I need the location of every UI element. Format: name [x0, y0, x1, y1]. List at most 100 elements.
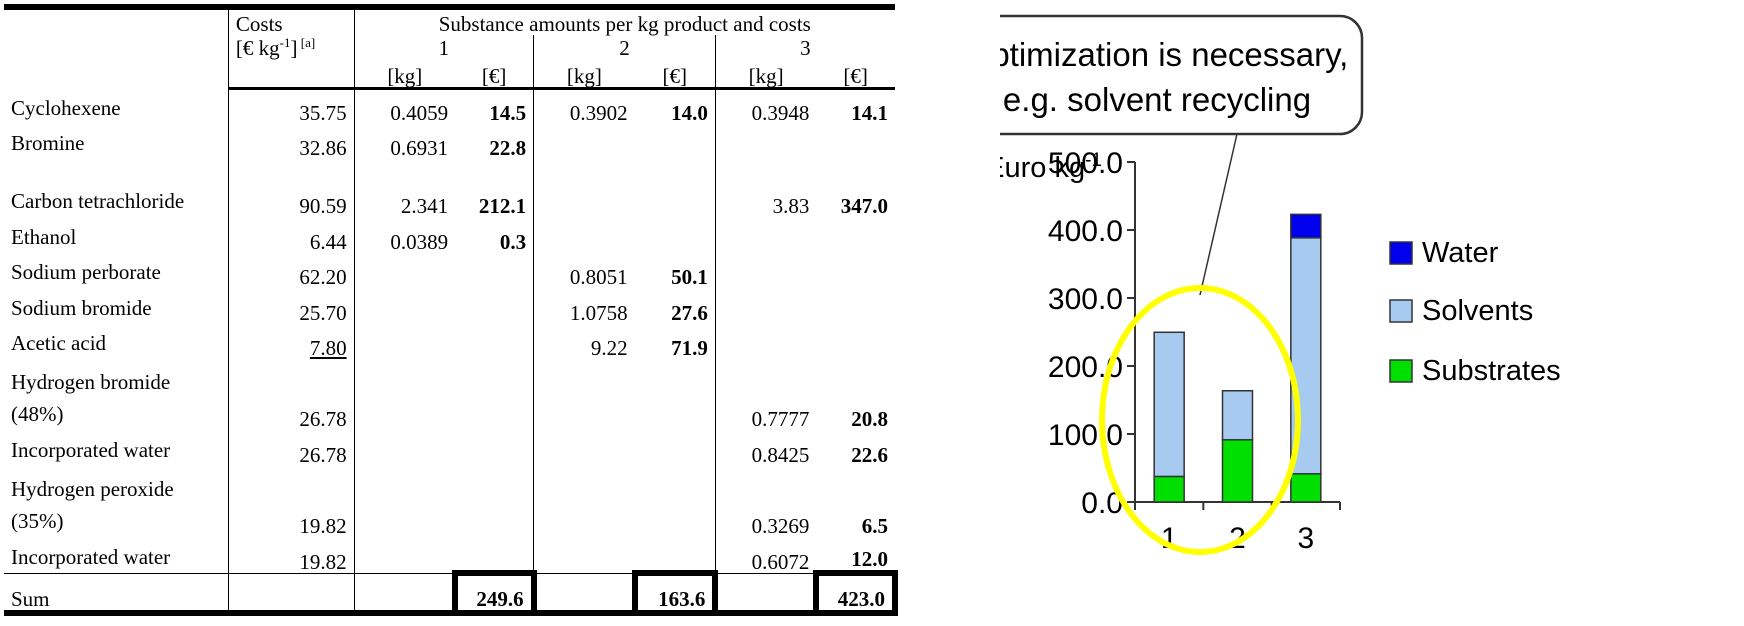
callout-box [1000, 14, 1364, 136]
y-tick-label: 300.0 [1048, 283, 1123, 316]
bar-substrates-2 [1221, 439, 1254, 503]
row-eur-1 [455, 430, 534, 466]
row-kg-1 [353, 323, 456, 360]
row-eur-2 [635, 159, 716, 217]
row-kg-3: 0.7777 [714, 359, 817, 430]
row-cost: 7.80 [227, 323, 355, 360]
cost-table: Costs Substance amounts per kg product a… [4, 3, 898, 616]
row-eur-1 [455, 253, 534, 289]
row-kg-1: 0.0389 [353, 216, 456, 253]
row-cost: 32.86 [227, 123, 355, 160]
unit-kg-1: [kg] [353, 59, 456, 90]
row-name: Carbon tetrachloride [11, 188, 185, 213]
row-kg-1: 2.341 [353, 159, 456, 217]
row-cost: 90.59 [227, 159, 355, 217]
row-cost: 26.78 [227, 359, 355, 430]
legend-swatch-water [1389, 241, 1413, 265]
row-eur-3: 12.0 [851, 547, 888, 571]
unit-eur-2: [€] [634, 59, 716, 90]
row-eur-2 [635, 124, 716, 160]
row-cost: 6.44 [227, 216, 355, 253]
row-eur-1: 22.8 [489, 136, 527, 161]
table-row: Hydrogen bromide (48%) 26.78 0.7777 20.8 [4, 359, 895, 430]
table-row: Sodium bromide 25.70 1.0758 27.6 [4, 288, 895, 324]
row-eur-2 [635, 359, 716, 430]
bar-solvents-1 [1153, 331, 1185, 478]
row-eur-1: 212.1 [478, 193, 527, 218]
row-kg-1 [353, 465, 456, 537]
row-kg-1 [353, 252, 456, 289]
row-name: Bromine [11, 131, 85, 156]
table-row: Acetic acid 7.80 9.22 71.9 [4, 323, 895, 360]
row-cost: 19.82 [227, 536, 355, 573]
y-tick-label: 500.0 [1048, 147, 1123, 180]
row-eur-1 [455, 288, 534, 324]
y-axis-label: Euro kg-1 [1000, 150, 1102, 184]
callout-line-2: e.g. solvent recycling [1003, 81, 1311, 118]
row-eur-3: 14.1 [851, 100, 888, 125]
row-kg-2: 0.8051 [533, 252, 635, 289]
row-kg-2 [533, 216, 635, 253]
row-kg-1: 0.4059 [353, 88, 456, 124]
row-name: Ethanol [11, 224, 77, 249]
row-kg-1: 0.6931 [353, 123, 456, 160]
row-kg-3: 0.6072 [714, 536, 817, 573]
row-kg-2: 1.0758 [533, 288, 635, 324]
legend-label-water: Water [1422, 237, 1499, 269]
route-1-header: 1 [353, 34, 534, 59]
unit-kg-3: [kg] [714, 59, 817, 90]
row-eur-3 [816, 324, 895, 360]
legend-swatch-substrates [1389, 359, 1413, 383]
row-name: Incorporated water [11, 544, 171, 569]
row-eur-3: 347.0 [840, 193, 888, 218]
row-kg-3: 0.8425 [714, 430, 817, 466]
row-eur-1 [455, 324, 534, 360]
bar-substrates-3 [1290, 473, 1322, 503]
row-eur-2 [635, 430, 716, 466]
row-kg-2: 9.22 [533, 323, 635, 360]
row-name: Acetic acid [11, 331, 107, 356]
row-name: Incorporated water [11, 437, 171, 462]
row-kg-2 [533, 359, 635, 431]
row-kg-1 [353, 430, 456, 466]
table-row: Hydrogen peroxide (35%) 19.82 0.3269 6.5 [4, 465, 895, 538]
legend-label-solvents: Solvents [1422, 295, 1533, 327]
row-eur-3 [816, 288, 895, 324]
callout-pointer [1199, 133, 1238, 296]
route-3-header: 3 [714, 34, 895, 59]
row-eur-2: 27.6 [671, 300, 708, 325]
row-eur-1: 0.3 [499, 229, 527, 254]
row-kg-1 [353, 359, 456, 431]
row-cost: 25.70 [227, 288, 355, 324]
y-tick-label: 400.0 [1048, 215, 1123, 248]
bar-solvents-2 [1221, 390, 1254, 441]
row-name: Cyclohexene [11, 95, 121, 120]
table-row: Ethanol 6.44 0.0389 0.3 [4, 216, 895, 254]
row-kg-2 [533, 465, 635, 537]
table-row: Bromine 32.86 0.6931 22.8 [4, 123, 895, 161]
row-kg-3 [714, 252, 817, 289]
row-eur-3 [816, 124, 895, 160]
row-kg-2 [533, 536, 635, 573]
row-kg-3 [714, 216, 817, 253]
row-eur-1 [455, 359, 534, 430]
sum-route-1: 249.6 [452, 570, 537, 616]
row-eur-3: 20.8 [851, 407, 888, 432]
unit-kg-2: [kg] [533, 59, 635, 90]
row-kg-2 [533, 123, 635, 160]
row-eur-3: 6.5 [861, 513, 888, 538]
y-tick-label: 100.0 [1048, 419, 1123, 452]
row-kg-3 [714, 323, 817, 360]
row-name: Hydrogen bromide (48%) [11, 370, 171, 427]
group-header: Substance amounts per kg product and cos… [353, 4, 895, 35]
row-cost: 19.82 [227, 465, 355, 537]
row-eur-2: 14.0 [671, 100, 708, 125]
bar-substrates-1 [1153, 475, 1185, 503]
row-kg-2 [533, 159, 635, 217]
row-kg-2: 0.3902 [533, 88, 635, 124]
cost-table-panel: Costs Substance amounts per kg product a… [4, 3, 898, 616]
row-kg-3: 0.3269 [714, 465, 817, 537]
table-row: Sodium perborate 62.20 0.8051 50.1 [4, 252, 895, 289]
costs-header: Costs [227, 4, 355, 35]
